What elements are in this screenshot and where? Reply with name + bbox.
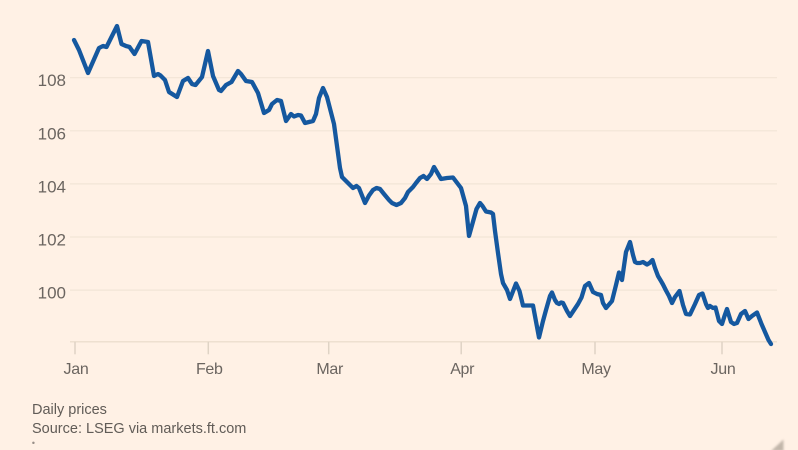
svg-text:108: 108 [38, 71, 66, 90]
svg-text:100: 100 [38, 284, 66, 303]
svg-text:Feb: Feb [196, 361, 223, 378]
svg-text:104: 104 [38, 177, 66, 196]
svg-text:102: 102 [38, 230, 66, 249]
svg-text:May: May [581, 361, 611, 378]
svg-text:Mar: Mar [316, 361, 344, 378]
svg-text:Jan: Jan [64, 361, 89, 378]
svg-text:106: 106 [38, 124, 66, 143]
svg-text:Jun: Jun [711, 361, 736, 378]
svg-text:Apr: Apr [450, 361, 475, 378]
